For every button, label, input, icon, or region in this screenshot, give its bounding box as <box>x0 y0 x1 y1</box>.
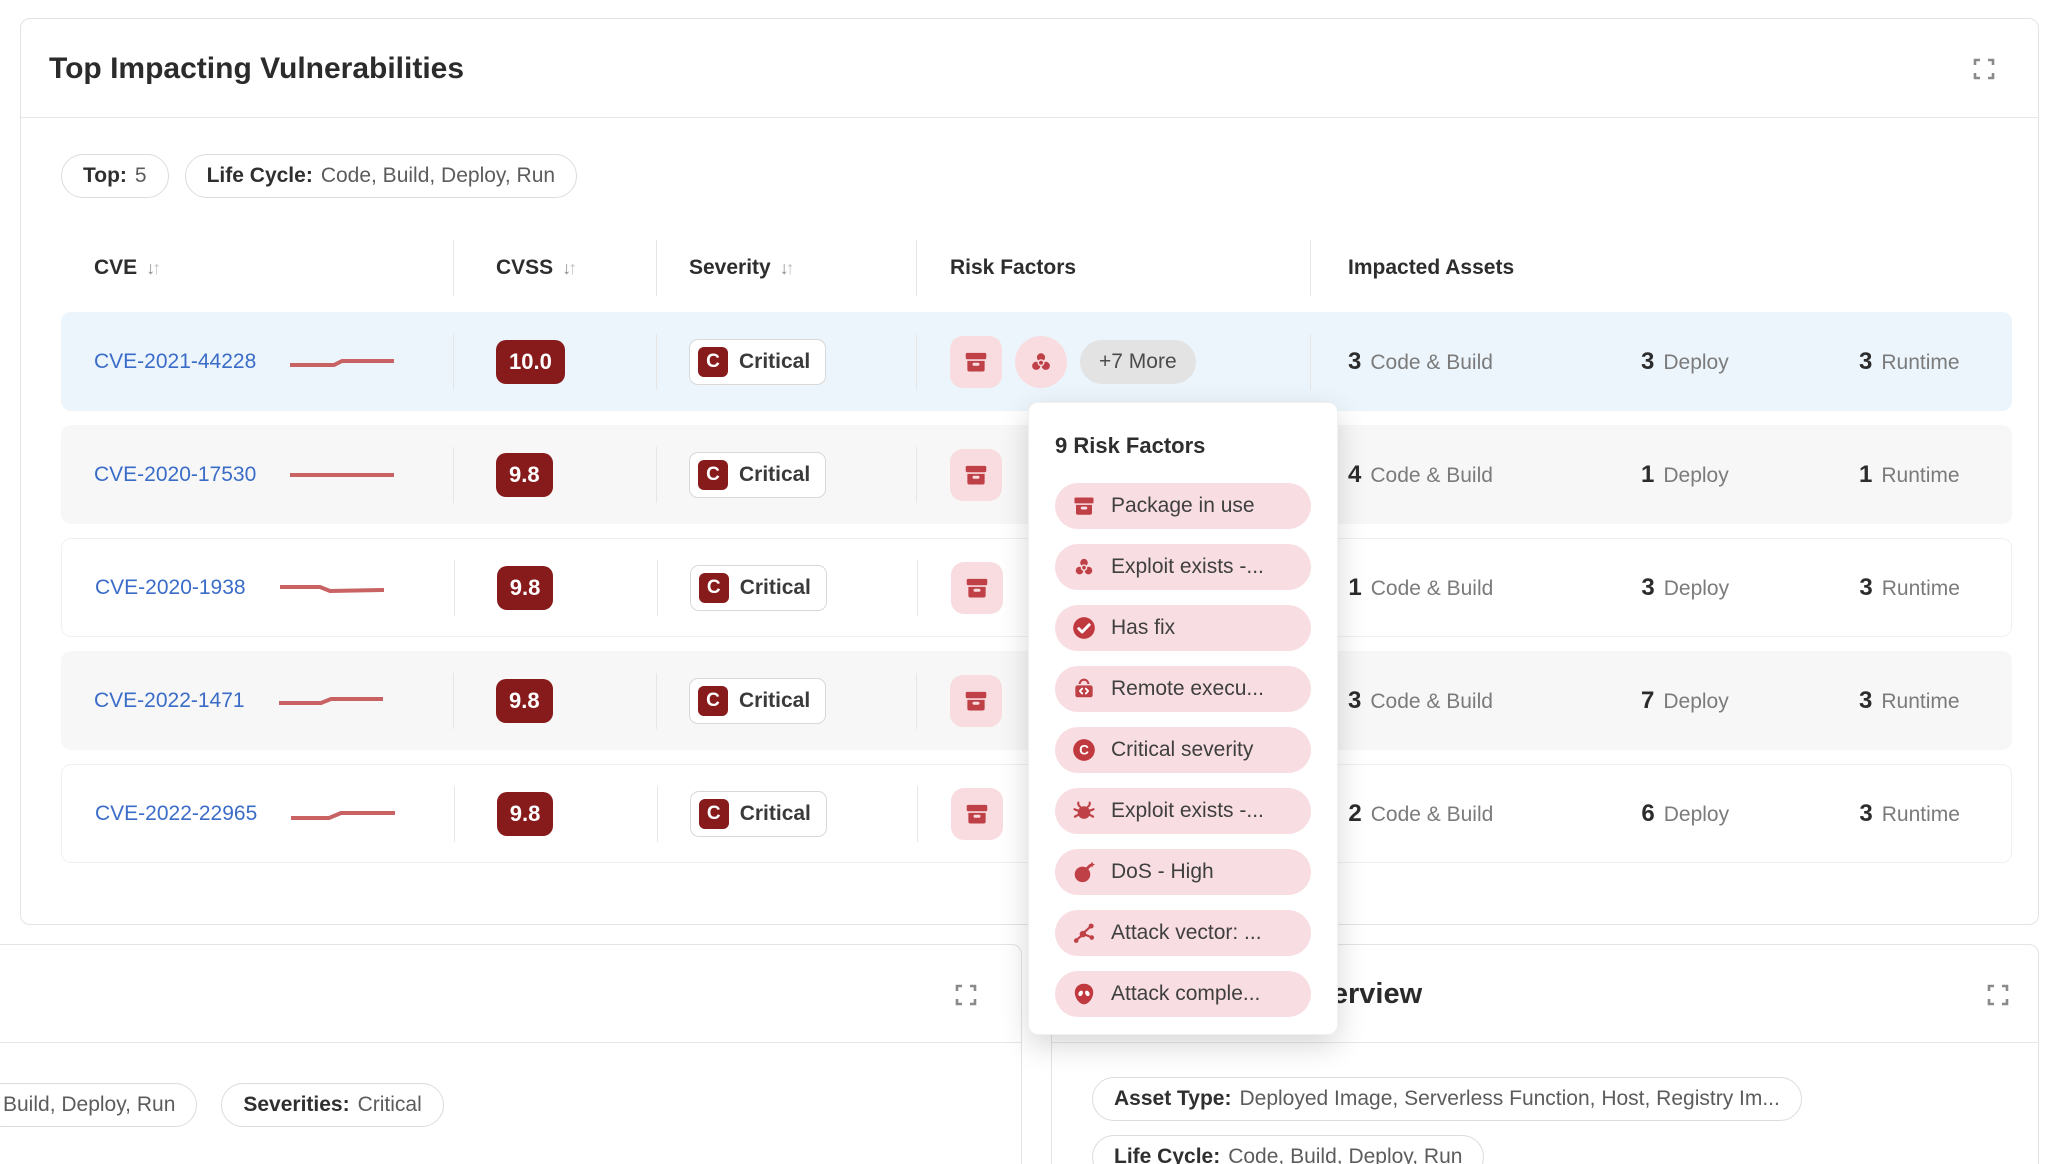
filter-pill-lifecycle[interactable]: Life Cycle: Code, Build, Deploy, Run <box>1092 1135 1485 1164</box>
cvss-score-badge: 9.8 <box>496 678 553 723</box>
impacted-deploy: 7 Deploy <box>1641 686 1729 714</box>
severity-letter: C <box>698 798 729 829</box>
risk-factor-pill: DoS - High <box>1055 849 1311 895</box>
sort-icon: ↓↑ <box>146 257 161 278</box>
filter-bar: Build, Deploy, Run Severities: Critical <box>0 1043 1021 1127</box>
impacted-code-build: 1 Code & Build <box>1348 573 1494 601</box>
package-icon <box>1071 493 1097 519</box>
risk-factor-pill: Exploit exists -... <box>1055 544 1311 590</box>
check-circle-icon <box>1071 615 1097 641</box>
package-icon[interactable] <box>950 448 1002 501</box>
risk-factor-pill: C Critical severity <box>1055 727 1311 773</box>
risk-factor-pill: Attack vector: ... <box>1055 910 1311 956</box>
cve-link[interactable]: CVE-2021-44228 <box>94 349 257 373</box>
severity-badge: C Critical <box>689 790 827 837</box>
cvss-score-badge: 9.8 <box>496 452 553 497</box>
expand-icon[interactable] <box>1972 57 1996 81</box>
trend-sparkline <box>279 584 384 593</box>
impacted-runtime: 3 Runtime <box>1859 799 1960 827</box>
risk-factor-pill: Exploit exists -... <box>1055 788 1311 834</box>
trend-sparkline <box>290 358 395 367</box>
more-risk-factors-button[interactable]: +7 More <box>1080 339 1196 384</box>
cvss-score-badge: 9.8 <box>496 791 554 836</box>
risk-factor-pill: Attack comple... <box>1055 971 1311 1017</box>
severity-badge: C Critical <box>689 677 827 724</box>
risk-factor-pill: Has fix <box>1055 605 1311 651</box>
cvss-score-badge: 9.8 <box>496 565 554 610</box>
severity-badge: C Critical <box>689 451 827 498</box>
filter-pill-asset-type[interactable]: Asset Type: Deployed Image, Serverless F… <box>1092 1077 1802 1121</box>
trend-sparkline <box>278 696 383 705</box>
biohazard-icon <box>1071 554 1097 580</box>
trend-sparkline <box>290 472 395 477</box>
filter-pill-lifecycle[interactable]: Life Cycle: Code, Build, Deploy, Run <box>184 154 578 198</box>
column-header-risk-factors: Risk Factors <box>917 240 1311 296</box>
alien-icon <box>1071 981 1097 1007</box>
table-row[interactable]: CVE-2021-44228 10.0 C Critical <box>61 312 2012 411</box>
impacted-deploy: 1 Deploy <box>1641 460 1729 488</box>
package-icon[interactable] <box>950 787 1003 840</box>
expand-icon[interactable] <box>1986 983 2010 1007</box>
impacted-runtime: 3 Runtime <box>1859 686 1960 714</box>
column-header-cvss[interactable]: CVSS ↓↑ <box>454 240 657 296</box>
biohazard-icon[interactable] <box>1015 335 1067 388</box>
impacted-runtime: 3 Runtime <box>1859 573 1960 601</box>
cvss-score-badge: 10.0 <box>496 339 565 384</box>
card-header <box>0 945 1021 1043</box>
filter-pill-top[interactable]: Top: 5 <box>61 154 169 198</box>
risk-factors-popup: 9 Risk Factors Package in use <box>1028 402 1338 1035</box>
sort-icon: ↓↑ <box>562 257 577 278</box>
filter-bar: Asset Type: Deployed Image, Serverless F… <box>1052 1043 2038 1164</box>
severity-letter: C <box>698 459 728 490</box>
remote-exec-icon <box>1071 676 1097 702</box>
package-icon[interactable] <box>950 561 1003 614</box>
impacted-deploy: 3 Deploy <box>1641 347 1729 375</box>
cve-link[interactable]: CVE-2020-17530 <box>94 462 257 486</box>
bomb-icon <box>1071 859 1097 885</box>
cve-link[interactable]: CVE-2020-1938 <box>95 575 246 599</box>
filter-pill-severities[interactable]: Severities: Critical <box>221 1083 444 1127</box>
sort-icon: ↓↑ <box>779 257 795 278</box>
impacted-code-build: 2 Code & Build <box>1348 799 1494 827</box>
expand-icon[interactable] <box>954 983 978 1007</box>
impacted-code-build: 4 Code & Build <box>1348 460 1493 488</box>
impacted-runtime: 3 Runtime <box>1859 347 1960 375</box>
critical-circle-icon: C <box>1071 737 1097 763</box>
impacted-code-build: 3 Code & Build <box>1348 347 1493 375</box>
severity-letter: C <box>698 572 729 603</box>
table-header: CVE ↓↑ CVSS ↓↑ Severity ↓↑ Risk Factors … <box>61 240 2012 296</box>
impacted-code-build: 3 Code & Build <box>1348 686 1493 714</box>
svg-text:C: C <box>1079 743 1089 758</box>
attack-vector-icon <box>1071 920 1097 946</box>
impacted-deploy: 6 Deploy <box>1641 799 1730 827</box>
package-icon[interactable] <box>950 335 1002 388</box>
column-header-impacted-assets: Impacted Assets <box>1348 256 1515 279</box>
filter-bar: Top: 5 Life Cycle: Code, Build, Deploy, … <box>61 154 2012 198</box>
column-header-severity[interactable]: Severity ↓↑ <box>657 240 917 296</box>
severity-letter: C <box>698 685 728 716</box>
risk-factor-pill: Remote execu... <box>1055 666 1311 712</box>
column-header-cve[interactable]: CVE ↓↑ <box>94 240 454 296</box>
top-impacting-vulnerabilities-card: Top Impacting Vulnerabilities Top: 5 Lif… <box>20 18 2039 925</box>
package-icon[interactable] <box>950 674 1002 727</box>
page-title: Top Impacting Vulnerabilities <box>49 52 465 85</box>
impacted-deploy: 3 Deploy <box>1641 573 1730 601</box>
impacted-runtime: 1 Runtime <box>1859 460 1960 488</box>
trend-sparkline <box>291 810 396 820</box>
severity-badge: C Critical <box>689 564 827 611</box>
cve-link[interactable]: CVE-2022-22965 <box>95 801 258 825</box>
card-header: Top Impacting Vulnerabilities <box>21 19 2038 118</box>
popup-title: 9 Risk Factors <box>1055 433 1206 458</box>
severity-badge: C Critical <box>689 338 827 385</box>
filter-pill-lifecycle[interactable]: Build, Deploy, Run <box>0 1083 198 1127</box>
risk-factor-pill: Package in use <box>1055 483 1311 529</box>
bug-icon <box>1071 798 1097 824</box>
bottom-left-card: Build, Deploy, Run Severities: Critical <box>0 944 1022 1164</box>
severity-letter: C <box>698 346 728 377</box>
cve-link[interactable]: CVE-2022-1471 <box>94 688 245 712</box>
